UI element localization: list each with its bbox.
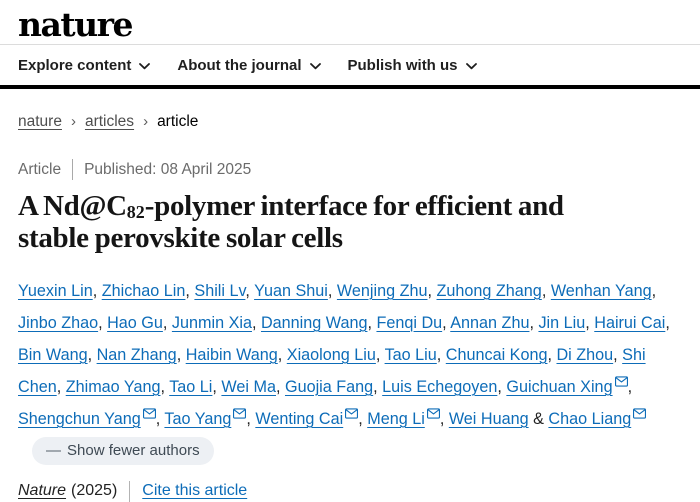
email-icon[interactable] <box>233 398 247 430</box>
breadcrumb-separator-icon: › <box>143 112 149 130</box>
author-link-zuhong-zhang[interactable]: Zuhong Zhang <box>436 281 542 300</box>
article-title: A Nd@C82-polymer interface for efficient… <box>18 190 638 255</box>
show-fewer-authors-button[interactable]: — Show fewer authors <box>32 436 214 465</box>
author-link-tao-yang[interactable]: Tao Yang <box>164 409 232 428</box>
author-link-tao-li[interactable]: Tao Li <box>169 377 213 396</box>
article-meta: Article Published: 08 April 2025 <box>18 159 682 180</box>
meta-divider <box>72 159 74 180</box>
chevron-down-icon <box>465 62 477 69</box>
title-subscript: 82 <box>126 202 145 223</box>
published-date: Published: 08 April 2025 <box>84 160 252 178</box>
nature-logo[interactable]: nature <box>18 4 134 44</box>
author-link-chuncai-kong[interactable]: Chuncai Kong <box>445 345 548 364</box>
show-fewer-label: Show fewer authors <box>67 441 200 459</box>
author-link-nan-zhang[interactable]: Nan Zhang <box>96 345 177 364</box>
nav-label: Explore content <box>18 56 132 74</box>
author-link-meng-li[interactable]: Meng Li <box>367 409 425 428</box>
author-link-annan-zhu[interactable]: Annan Zhu <box>450 313 530 332</box>
main-nav: Explore content About the journal Publis… <box>0 45 700 89</box>
article-type-label: Article <box>18 160 62 178</box>
breadcrumb-current-article: article <box>157 113 199 130</box>
author-link-wenhan-yang[interactable]: Wenhan Yang <box>550 281 652 300</box>
author-link-guichuan-xing[interactable]: Guichuan Xing <box>506 377 613 396</box>
author-link-wenjing-zhu[interactable]: Wenjing Zhu <box>336 281 428 300</box>
site-header: nature Explore content About the journal… <box>0 0 700 89</box>
author-link-haibin-wang[interactable]: Haibin Wang <box>185 345 278 364</box>
author-link-zhichao-lin[interactable]: Zhichao Lin <box>101 281 186 300</box>
email-icon[interactable] <box>142 398 156 430</box>
breadcrumb: nature › articles › article <box>18 113 682 131</box>
author-link-wei-ma[interactable]: Wei Ma <box>221 377 276 396</box>
chevron-down-icon <box>139 62 151 69</box>
author-link-wei-huang[interactable]: Wei Huang <box>448 409 529 428</box>
author-link-wenting-cai[interactable]: Wenting Cai <box>255 409 344 428</box>
author-link-tao-liu[interactable]: Tao Liu <box>384 345 437 364</box>
citation-line: Nature (2025) Cite this article <box>18 480 682 502</box>
article-page: nature › articles › article Article Publ… <box>0 113 700 502</box>
logo-row: nature <box>0 0 700 45</box>
nav-about-the-journal[interactable]: About the journal <box>177 56 321 74</box>
email-icon[interactable] <box>426 398 440 430</box>
authors-paragraph: Yuexin Lin, Zhichao Lin, Shili Lv, Yuan … <box>18 275 682 467</box>
minus-icon: — <box>46 441 61 459</box>
nav-label: Publish with us <box>347 56 458 74</box>
author-link-yuan-shui[interactable]: Yuan Shui <box>254 281 328 300</box>
author-link-junmin-xia[interactable]: Junmin Xia <box>171 313 252 332</box>
email-icon[interactable] <box>345 398 359 430</box>
author-link-fenqi-du[interactable]: Fenqi Du <box>376 313 443 332</box>
email-icon[interactable] <box>633 398 647 430</box>
citation-divider <box>129 480 131 502</box>
journal-link[interactable]: Nature <box>18 482 67 500</box>
breadcrumb-link-nature[interactable]: nature <box>18 113 62 130</box>
author-link-jinbo-zhao[interactable]: Jinbo Zhao <box>18 313 99 332</box>
title-text: A Nd@C <box>18 190 127 222</box>
author-link-luis-echegoyen[interactable]: Luis Echegoyen <box>382 377 498 396</box>
email-icon[interactable] <box>614 366 628 398</box>
author-link-hao-gu[interactable]: Hao Gu <box>107 313 163 332</box>
title-text: -polymer interface for efficient and <box>144 190 564 222</box>
author-link-jin-liu[interactable]: Jin Liu <box>538 313 586 332</box>
author-link-danning-wang[interactable]: Danning Wang <box>260 313 368 332</box>
author-link-hairui-cai[interactable]: Hairui Cai <box>594 313 666 332</box>
author-link-xiaolong-liu[interactable]: Xiaolong Liu <box>286 345 376 364</box>
nav-explore-content[interactable]: Explore content <box>18 56 151 74</box>
author-link-shili-lv[interactable]: Shili Lv <box>194 281 246 300</box>
nav-publish-with-us[interactable]: Publish with us <box>348 57 477 74</box>
author-link-guojia-fang[interactable]: Guojia Fang <box>284 377 374 396</box>
author-link-di-zhou[interactable]: Di Zhou <box>556 345 614 364</box>
author-link-chao-liang[interactable]: Chao Liang <box>548 409 632 428</box>
cite-this-article-link[interactable]: Cite this article <box>142 482 248 500</box>
title-text: stable perovskite solar cells <box>18 221 343 254</box>
author-list: Yuexin Lin, Zhichao Lin, Shili Lv, Yuan … <box>18 281 670 430</box>
breadcrumb-link-articles[interactable]: articles <box>84 113 135 130</box>
author-link-shengchun-yang[interactable]: Shengchun Yang <box>18 409 141 428</box>
citation-year: (2025) <box>71 482 118 500</box>
author-link-zhimao-yang[interactable]: Zhimao Yang <box>65 377 161 396</box>
chevron-down-icon <box>309 62 321 69</box>
author-link-shi-chen[interactable]: Shi Chen <box>18 345 646 396</box>
author-link-yuexin-lin[interactable]: Yuexin Lin <box>18 281 93 300</box>
breadcrumb-separator-icon: › <box>70 112 76 130</box>
nav-label: About the journal <box>177 56 302 74</box>
author-link-bin-wang[interactable]: Bin Wang <box>18 345 88 364</box>
